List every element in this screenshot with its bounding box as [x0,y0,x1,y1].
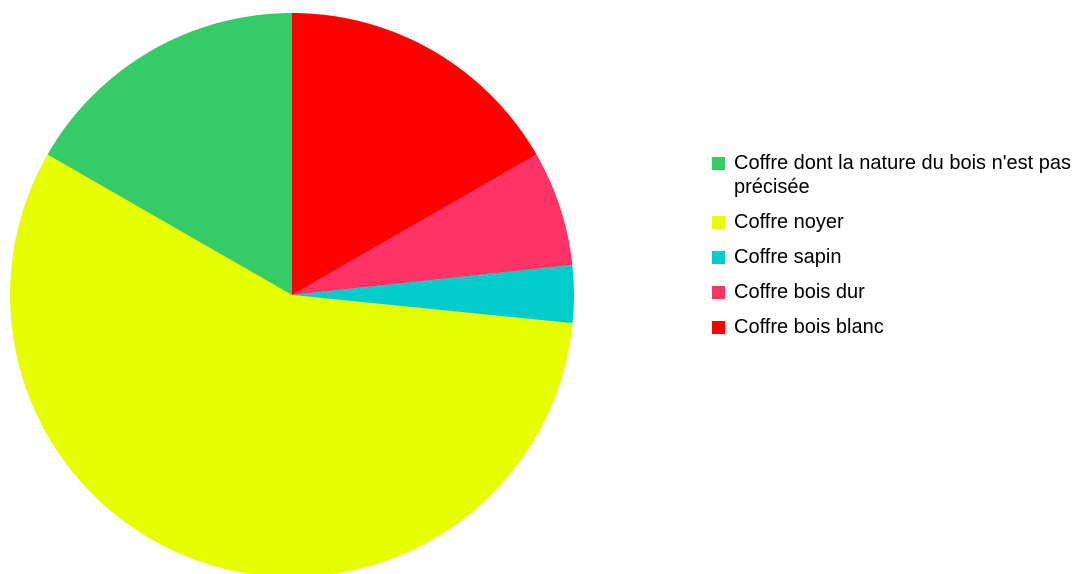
legend-label-noyer: Coffre noyer [734,211,844,233]
legend-swatch-noyer [712,216,725,229]
legend-swatch-bois-dur [712,286,725,299]
legend-label-bois-dur: Coffre bois dur [734,281,865,303]
legend-label-sapin: Coffre sapin [734,246,842,268]
legend-item-noyer: Coffre noyer [712,210,1072,234]
legend-item-unspecified: Coffre dont la nature du bois n'est pas … [712,151,1074,199]
legend-swatch-bois-blanc [712,321,725,334]
chart-legend: Coffre dont la nature du bois n'est pas … [712,151,1072,350]
pie-slice-coffre-bois-blanc [292,13,537,295]
legend-item-bois-blanc: Coffre bois blanc [712,315,1072,339]
pie-slices [10,13,575,574]
legend-item-bois-dur: Coffre bois dur [712,280,1072,304]
legend-label-bois-blanc: Coffre bois blanc [734,316,884,338]
legend-swatch-sapin [712,251,725,264]
pie-slice-coffre-sapin [292,264,575,324]
legend-label-unspecified: Coffre dont la nature du bois n'est pas … [734,152,1072,198]
pie-slice-coffre-noyer [10,154,573,574]
pie-slice-coffre-bois-dur [292,154,573,295]
pie-slice-coffre-dont-la-nature-du-bois-n-est-pas-precisee [47,13,292,295]
legend-swatch-unspecified [712,157,725,170]
legend-item-sapin: Coffre sapin [712,245,1072,269]
